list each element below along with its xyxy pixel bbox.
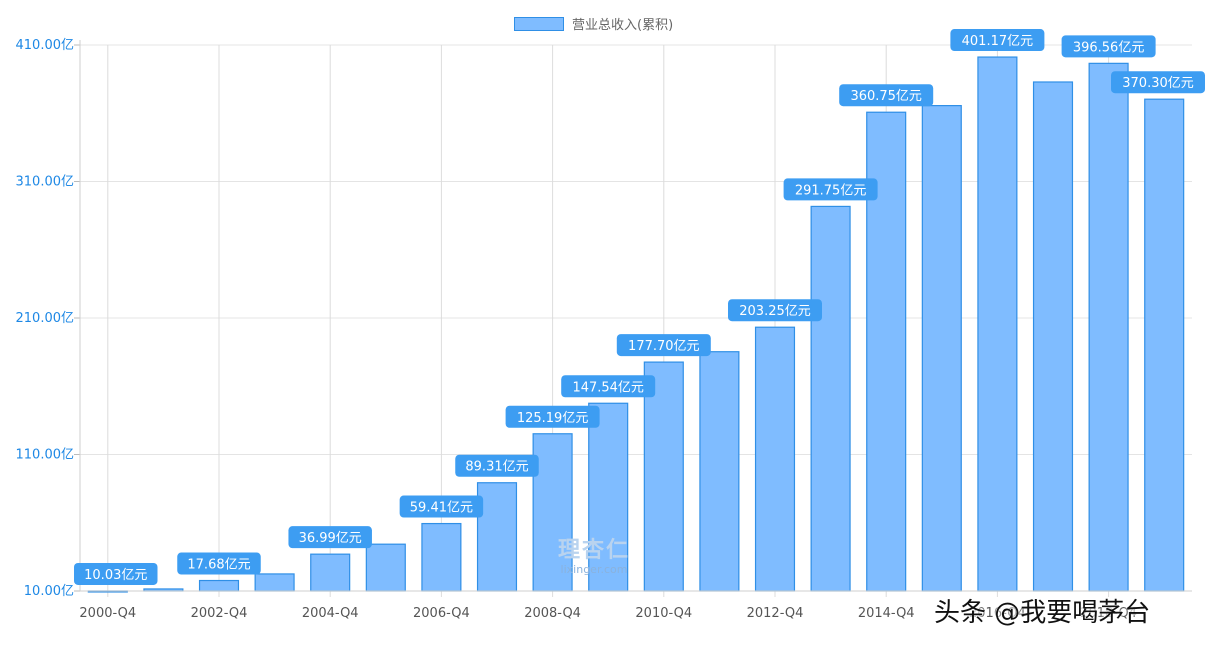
bar-2017-Q4[interactable] xyxy=(1032,81,1074,592)
bar-2007-Q4[interactable] xyxy=(476,482,518,592)
bar-2006-Q4[interactable] xyxy=(421,522,462,592)
bar-2012-Q4[interactable] xyxy=(754,326,796,592)
axes: 410.00亿 310.00亿 210.00亿 110.00亿 10.00亿 2000-Q… xyxy=(16,38,1192,621)
data-label: 125.19亿元 xyxy=(505,405,600,428)
bar-2019-Q4[interactable] xyxy=(1144,98,1185,592)
bar-2018-Q4[interactable] xyxy=(1088,62,1129,592)
x-tick-label: 2010-Q4 xyxy=(635,606,692,621)
bar-2004-Q4[interactable] xyxy=(310,553,351,592)
x-tick-label: 2006-Q4 xyxy=(413,606,470,621)
x-tick-label: 2016-Q4 xyxy=(969,606,1026,621)
data-label-bg xyxy=(728,299,822,322)
data-label-bg xyxy=(950,29,1045,52)
bar-2005-Q4[interactable] xyxy=(365,543,406,592)
y-tick-label: 410.00亿 xyxy=(16,38,75,53)
data-label-text: 59.41亿元 xyxy=(410,501,473,516)
data-label-bg xyxy=(1061,35,1156,58)
watermark-url: lixinger.com xyxy=(560,563,628,576)
chart-legend[interactable]: 营业总收入(累积) xyxy=(514,14,673,33)
bar-2013-Q4[interactable] xyxy=(810,205,851,592)
data-label-bg xyxy=(616,334,711,357)
x-tick-label: 2014-Q4 xyxy=(858,606,915,621)
data-label-bg xyxy=(455,454,539,477)
data-label-bg xyxy=(74,562,158,585)
x-tick-label: 2008-Q4 xyxy=(524,606,581,621)
data-label-text: 203.25亿元 xyxy=(739,304,811,319)
x-tick-label: 2000-Q4 xyxy=(79,606,136,621)
data-label-bg xyxy=(1111,71,1205,94)
data-label-bg xyxy=(399,495,484,518)
bar-2008-Q4[interactable] xyxy=(532,433,573,592)
y-tick-label: 210.00亿 xyxy=(16,311,75,326)
data-label-bg xyxy=(561,375,656,398)
bar-2003-Q4[interactable] xyxy=(254,573,295,592)
data-label-text: 396.56亿元 xyxy=(1073,40,1145,55)
source-credit: 头条 @我要喝茅台 xyxy=(934,598,1151,628)
bar-2009-Q4[interactable] xyxy=(588,402,629,592)
data-label-text: 401.17亿元 xyxy=(962,34,1034,49)
x-tick-label: 2018-Q4 xyxy=(1080,606,1137,621)
data-label-bg xyxy=(505,405,600,428)
data-label: 17.68亿元 xyxy=(177,552,261,575)
data-label: 370.30亿元 xyxy=(1111,71,1205,94)
bar-2010-Q4[interactable] xyxy=(643,361,684,592)
data-label: 401.17亿元 xyxy=(950,29,1045,52)
data-label-text: 370.30亿元 xyxy=(1122,76,1194,91)
bars xyxy=(87,56,1185,593)
data-labels: 10.03亿元 17.68亿元 36.99亿元 59.41亿元 89.31亿元 125.1… xyxy=(74,29,1205,585)
legend-label: 营业总收入(累积) xyxy=(572,18,674,33)
data-label: 396.56亿元 xyxy=(1061,35,1156,58)
x-tick-label: 2004-Q4 xyxy=(302,606,359,621)
data-label: 59.41亿元 xyxy=(399,495,484,518)
data-label: 360.75亿元 xyxy=(839,84,934,107)
bar-2002-Q4[interactable] xyxy=(198,579,240,592)
data-label-text: 125.19亿元 xyxy=(517,411,589,426)
watermark: 理杏仁 lixinger.com xyxy=(558,538,631,576)
data-label-text: 177.70亿元 xyxy=(628,339,700,354)
data-label-text: 36.99亿元 xyxy=(299,531,362,546)
data-label: 147.54亿元 xyxy=(561,375,656,398)
bar-2015-Q4[interactable] xyxy=(921,105,962,592)
data-label: 177.70亿元 xyxy=(616,334,711,357)
y-tick-label: 310.00亿 xyxy=(16,175,75,190)
x-tick-label: 2012-Q4 xyxy=(747,606,804,621)
data-label: 10.03亿元 xyxy=(74,562,158,585)
bar-2011-Q4[interactable] xyxy=(699,351,740,592)
data-label-text: 291.75亿元 xyxy=(795,183,867,198)
data-label: 36.99亿元 xyxy=(288,526,372,549)
bar-2016-Q4[interactable] xyxy=(977,56,1018,592)
data-label-bg xyxy=(783,178,878,201)
data-label-bg xyxy=(839,84,934,107)
watermark-logo: 理杏仁 xyxy=(558,538,631,563)
grid-lines xyxy=(80,44,1192,597)
data-label: 291.75亿元 xyxy=(783,178,878,201)
data-label-bg xyxy=(288,526,372,549)
data-label-text: 10.03亿元 xyxy=(84,568,147,583)
data-label-text: 17.68亿元 xyxy=(187,558,250,573)
data-label: 203.25亿元 xyxy=(728,299,822,322)
y-tick-label: 10.00亿 xyxy=(24,584,74,599)
data-label-text: 89.31亿元 xyxy=(465,460,528,475)
data-label-bg xyxy=(177,552,261,575)
data-label-text: 360.75亿元 xyxy=(850,89,922,104)
legend-swatch xyxy=(514,16,564,31)
y-tick-label: 110.00亿 xyxy=(16,448,75,463)
x-tick-label: 2002-Q4 xyxy=(191,606,248,621)
data-label-text: 147.54亿元 xyxy=(572,380,644,395)
data-label: 89.31亿元 xyxy=(455,454,539,477)
